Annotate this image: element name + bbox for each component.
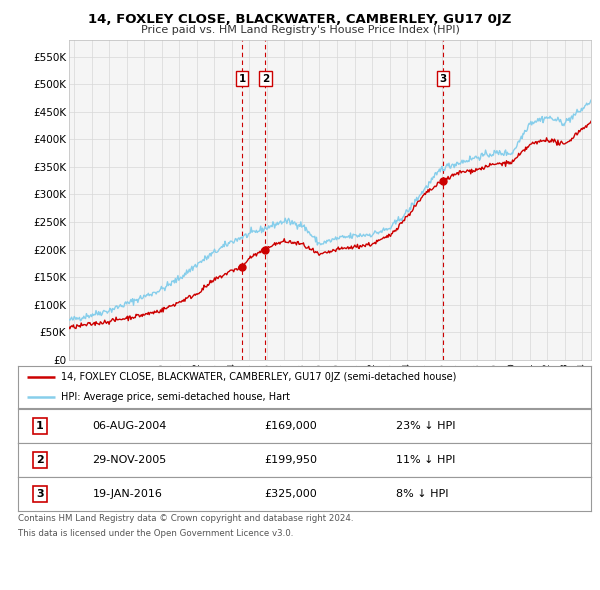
Text: 06-AUG-2004: 06-AUG-2004	[92, 421, 167, 431]
Text: 3: 3	[439, 74, 446, 84]
Text: 14, FOXLEY CLOSE, BLACKWATER, CAMBERLEY, GU17 0JZ: 14, FOXLEY CLOSE, BLACKWATER, CAMBERLEY,…	[88, 13, 512, 26]
Text: Price paid vs. HM Land Registry's House Price Index (HPI): Price paid vs. HM Land Registry's House …	[140, 25, 460, 35]
Text: HPI: Average price, semi-detached house, Hart: HPI: Average price, semi-detached house,…	[61, 392, 290, 402]
Text: £325,000: £325,000	[265, 489, 317, 499]
Text: 8% ↓ HPI: 8% ↓ HPI	[396, 489, 449, 499]
Text: 11% ↓ HPI: 11% ↓ HPI	[396, 455, 455, 465]
Text: 2: 2	[262, 74, 269, 84]
Text: 3: 3	[36, 489, 44, 499]
Text: Contains HM Land Registry data © Crown copyright and database right 2024.: Contains HM Land Registry data © Crown c…	[18, 514, 353, 523]
Text: 19-JAN-2016: 19-JAN-2016	[92, 489, 163, 499]
Text: 2: 2	[36, 455, 44, 465]
Text: 23% ↓ HPI: 23% ↓ HPI	[396, 421, 455, 431]
Text: 1: 1	[239, 74, 246, 84]
Text: 14, FOXLEY CLOSE, BLACKWATER, CAMBERLEY, GU17 0JZ (semi-detached house): 14, FOXLEY CLOSE, BLACKWATER, CAMBERLEY,…	[61, 372, 457, 382]
Text: £199,950: £199,950	[265, 455, 317, 465]
Text: This data is licensed under the Open Government Licence v3.0.: This data is licensed under the Open Gov…	[18, 529, 293, 537]
Text: £169,000: £169,000	[265, 421, 317, 431]
Text: 1: 1	[36, 421, 44, 431]
Text: 29-NOV-2005: 29-NOV-2005	[92, 455, 167, 465]
